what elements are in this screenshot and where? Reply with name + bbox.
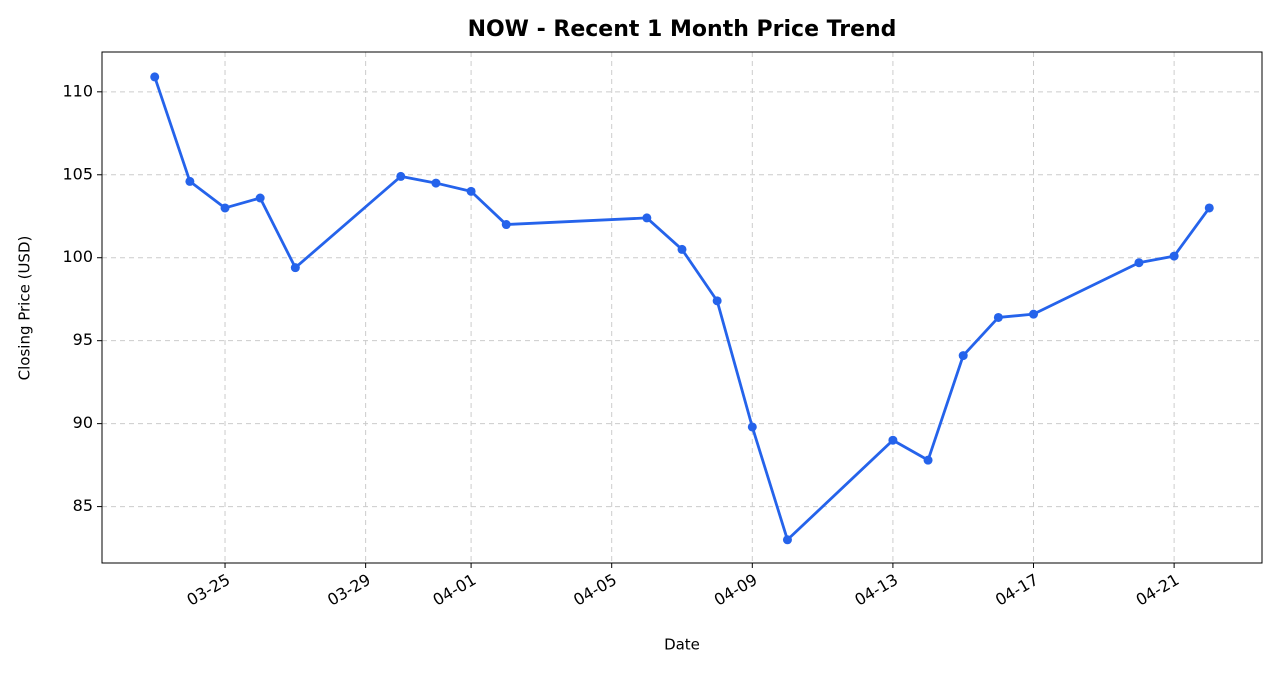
x-tick-label: 04-05 (570, 570, 620, 610)
price-point (642, 213, 652, 223)
price-point (185, 176, 195, 186)
y-tick-label: 105 (62, 164, 93, 183)
y-tick-label: 90 (73, 413, 93, 432)
x-tick-label: 03-29 (324, 570, 374, 610)
x-tick-label: 03-25 (184, 570, 234, 610)
price-point (782, 535, 792, 545)
x-tick-label: 04-01 (430, 570, 480, 610)
price-point (712, 296, 722, 306)
price-point (993, 312, 1003, 322)
price-point (220, 203, 230, 213)
price-point (466, 186, 476, 196)
x-tick-label: 04-13 (851, 570, 901, 610)
price-point (1204, 203, 1214, 213)
chart-title: NOW - Recent 1 Month Price Trend (468, 17, 897, 42)
price-point (747, 422, 757, 432)
price-point (1029, 309, 1039, 319)
price-point (255, 193, 265, 203)
y-tick-label: 110 (62, 81, 93, 100)
y-axis-label: Closing Price (USD) (16, 236, 34, 381)
plot-frame (101, 51, 1263, 564)
price-point (396, 171, 406, 181)
price-point (958, 351, 968, 361)
x-tick-label: 04-21 (1133, 570, 1183, 610)
price-line (153, 76, 1211, 542)
price-point (150, 72, 160, 82)
x-tick-label: 04-17 (992, 570, 1042, 610)
price-point (431, 178, 441, 188)
price-point (501, 220, 511, 230)
x-tick-label: 04-09 (711, 570, 761, 610)
price-point (888, 435, 898, 445)
price-point (290, 263, 300, 273)
y-tick-label: 85 (73, 496, 93, 515)
price-point (1134, 258, 1144, 268)
price-point (677, 244, 687, 254)
price-point (1169, 251, 1179, 261)
y-tick-label: 100 (62, 247, 93, 266)
x-axis-label: Date (664, 636, 700, 654)
price-point (923, 455, 933, 465)
y-tick-label: 95 (73, 330, 93, 349)
